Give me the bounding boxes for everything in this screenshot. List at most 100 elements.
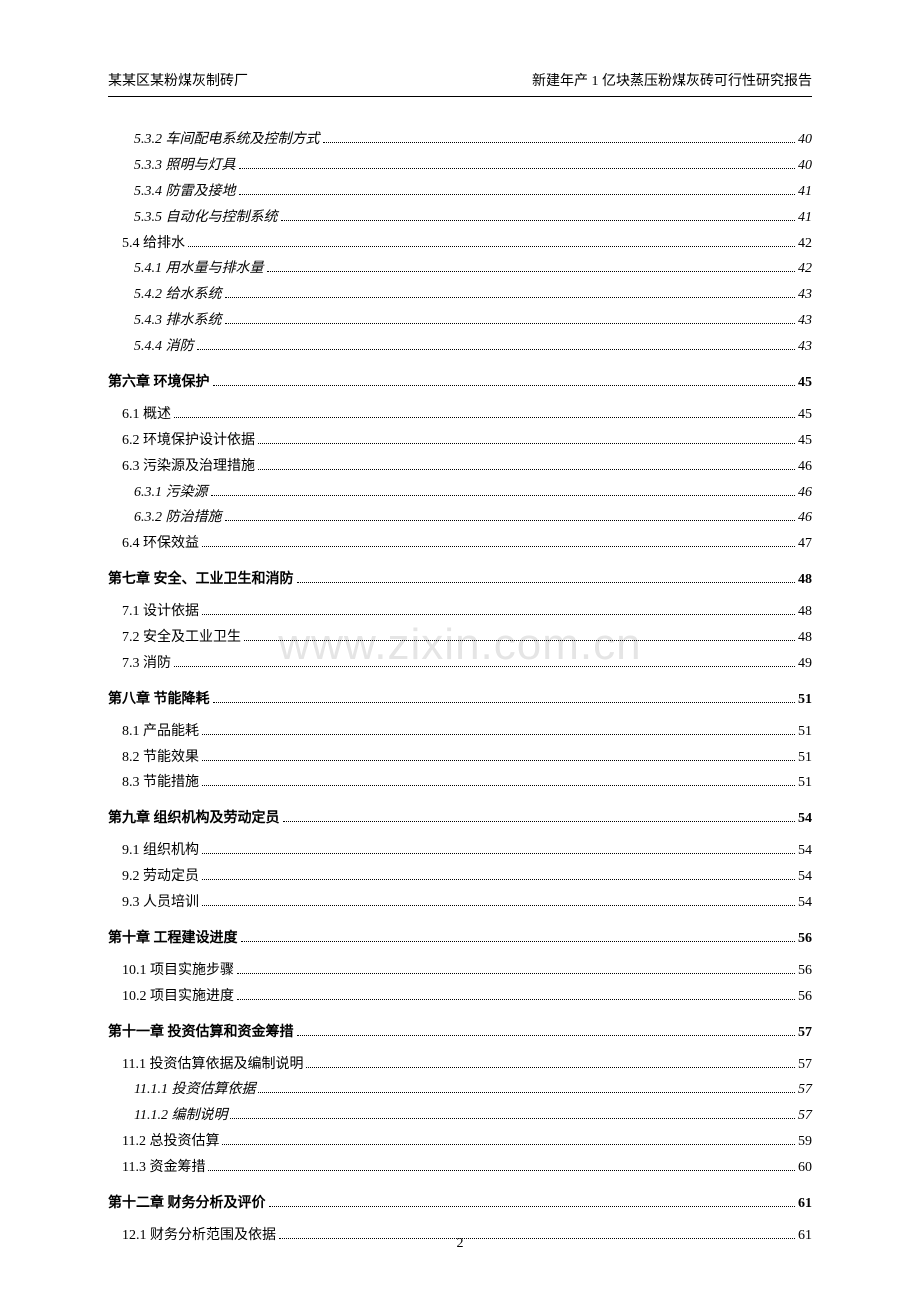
toc-leader-dots [188,246,795,247]
toc-leader-dots [237,999,795,1000]
toc-entry: 11.1.2 编制说明57 [108,1103,812,1129]
toc-page: 56 [798,926,812,952]
toc-leader-dots [202,614,795,615]
toc-page: 51 [798,687,812,713]
toc-leader-dots [267,271,796,272]
toc-page: 48 [798,625,812,651]
toc-label: 第十一章 投资估算和资金筹措 [108,1020,294,1046]
toc-leader-dots [279,1238,795,1239]
toc-entry: 第八章 节能降耗 51 [108,687,812,713]
toc-entry: 5.4.2 给水系统43 [108,282,812,308]
toc-page: 57 [798,1077,812,1103]
toc-entry: 第七章 安全、工业卫生和消防 48 [108,567,812,593]
toc-label: 6.3.2 防治措施 [134,505,222,531]
toc-page: 51 [798,770,812,796]
toc-entry: 6.2 环境保护设计依据45 [108,428,812,454]
toc-label: 6.4 环保效益 [122,531,199,557]
toc-leader-dots [222,1144,795,1145]
toc-entry: 11.3 资金筹措 60 [108,1155,812,1181]
toc-leader-dots [225,297,796,298]
toc-leader-dots [208,1170,795,1171]
toc-label: 第八章 节能降耗 [108,687,210,713]
toc-page: 47 [798,531,812,557]
toc-leader-dots [174,417,795,418]
toc-entry: 第六章 环境保护 45 [108,370,812,396]
toc-leader-dots [323,142,796,143]
toc-leader-dots [283,821,796,822]
toc-leader-dots [211,495,796,496]
toc-leader-dots [297,582,796,583]
toc-label: 5.4 给排水 [122,231,185,257]
toc-leader-dots [269,1206,796,1207]
toc-entry: 9.3 人员培训 54 [108,890,812,916]
toc-page: 57 [798,1020,812,1046]
toc-label: 11.2 总投资估算 [122,1129,219,1155]
toc-label: 5.3.2 车间配电系统及控制方式 [134,127,320,153]
toc-entry: 5.3.5 自动化与控制系统41 [108,205,812,231]
toc-leader-dots [225,323,796,324]
toc-entry: 5.3.3 照明与灯具40 [108,153,812,179]
toc-label: 7.2 安全及工业卫生 [122,625,241,651]
toc-page: 59 [798,1129,812,1155]
toc-entry: 第十一章 投资估算和资金筹措 57 [108,1020,812,1046]
toc-label: 第十章 工程建设进度 [108,926,238,952]
toc-label: 11.3 资金筹措 [122,1155,205,1181]
toc-page: 46 [798,454,812,480]
toc-entry: 5.4 给排水42 [108,231,812,257]
header-left: 某某区某粉煤灰制砖厂 [108,70,248,90]
toc-label: 12.1 财务分析范围及依据 [122,1223,276,1249]
toc-leader-dots [244,640,795,641]
toc-entry: 7.3 消防49 [108,651,812,677]
toc-label: 9.3 人员培训 [122,890,199,916]
toc-entry: 10.1 项目实施步骤 56 [108,958,812,984]
toc-entry: 8.1 产品能耗51 [108,719,812,745]
toc-leader-dots [258,443,795,444]
toc-entry: 6.3 污染源及治理措施46 [108,454,812,480]
toc-leader-dots [239,194,796,195]
toc-label: 第七章 安全、工业卫生和消防 [108,567,294,593]
toc-entry: 5.3.4 防雷及接地41 [108,179,812,205]
toc-label: 6.1 概述 [122,402,171,428]
toc-page: 45 [798,402,812,428]
page-header: 某某区某粉煤灰制砖厂 新建年产 1 亿块蒸压粉煤灰砖可行性研究报告 [108,70,812,97]
toc-leader-dots [202,734,795,735]
toc-page: 57 [798,1052,812,1078]
toc-leader-dots [202,879,795,880]
toc-leader-dots [174,666,795,667]
header-right: 新建年产 1 亿块蒸压粉煤灰砖可行性研究报告 [532,70,812,90]
toc-leader-dots [202,905,795,906]
toc-page: 51 [798,745,812,771]
toc-page: 54 [798,890,812,916]
toc-leader-dots [281,220,796,221]
toc-leader-dots [241,941,796,942]
toc-leader-dots [202,546,795,547]
toc-page: 56 [798,958,812,984]
toc-label: 11.1.2 编制说明 [134,1103,227,1129]
toc-entry: 11.1.1 投资估算依据57 [108,1077,812,1103]
toc-page: 45 [798,370,812,396]
toc-label: 11.1 投资估算依据及编制说明 [122,1052,303,1078]
toc-page: 60 [798,1155,812,1181]
toc-label: 第六章 环境保护 [108,370,210,396]
toc-label: 8.1 产品能耗 [122,719,199,745]
toc-page: 46 [798,480,812,506]
toc-entry: 5.3.2 车间配电系统及控制方式40 [108,127,812,153]
toc-page: 40 [798,153,812,179]
toc-label: 5.4.3 排水系统 [134,308,222,334]
toc-label: 5.4.1 用水量与排水量 [134,256,264,282]
toc-label: 10.1 项目实施步骤 [122,958,234,984]
toc-label: 第九章 组织机构及劳动定员 [108,806,280,832]
toc-page: 43 [798,334,812,360]
toc-entry: 第九章 组织机构及劳动定员54 [108,806,812,832]
toc-label: 5.3.5 自动化与控制系统 [134,205,278,231]
toc-leader-dots [239,168,796,169]
toc-entry: 6.1 概述 45 [108,402,812,428]
toc-leader-dots [213,385,796,386]
toc-entry: 11.1 投资估算依据及编制说明 57 [108,1052,812,1078]
toc-leader-dots [225,520,796,521]
toc-leader-dots [237,973,795,974]
toc-label: 6.2 环境保护设计依据 [122,428,255,454]
toc-entry: 第十二章 财务分析及评价61 [108,1191,812,1217]
toc-label: 6.3.1 污染源 [134,480,208,506]
toc-page: 48 [798,599,812,625]
